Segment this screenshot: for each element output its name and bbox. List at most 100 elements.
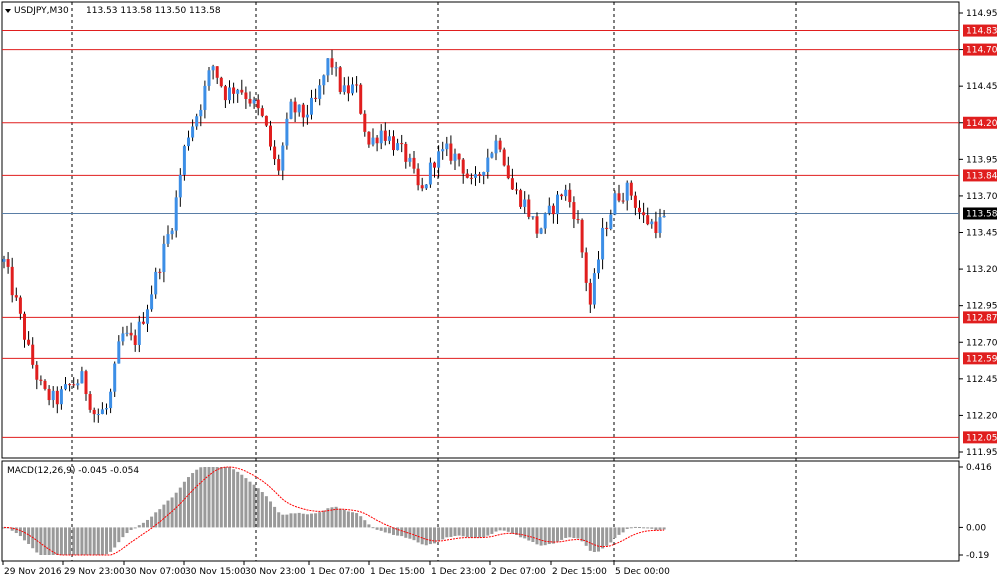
macd-histogram-bar [18,527,22,537]
candle-body [133,335,137,345]
candle-body [531,216,535,218]
macd-histogram-bar [572,527,576,539]
candle-body [351,84,354,94]
macd-histogram-bar [330,507,334,528]
candle-body [621,200,625,202]
time-tick-label: 1 Dec 23:00 [431,567,486,577]
macd-histogram-bar [51,527,55,555]
price-level-badge [963,24,997,37]
candle-body [543,213,547,229]
candle-body [31,344,35,365]
macd-histogram-bar [613,527,617,538]
macd-histogram-bar [609,527,613,543]
candle-body [285,118,289,146]
candle-body [289,101,293,119]
macd-histogram-bar [59,527,63,555]
macd-histogram-bar [178,487,182,528]
candle-body [137,321,141,345]
macd-histogram-bar [150,516,154,528]
macd-histogram-bar [404,527,408,538]
candle-body [482,171,486,176]
macd-histogram-bar [519,527,523,538]
candle-body [6,259,10,267]
current-price-badge [963,207,997,220]
macd-histogram-bar [203,467,207,528]
candle-body [105,408,108,410]
macd-histogram-bar [96,527,100,555]
candle-body [228,87,231,101]
macd-signal-line [3,466,665,556]
macd-histogram-bar [387,527,391,534]
macd-histogram-bar [162,504,166,528]
candle-body [59,389,63,405]
candle-body [469,177,473,179]
macd-histogram-bar [453,527,457,536]
candle-body [379,130,383,144]
macd-histogram-bar [277,512,281,528]
price-level-badge [963,116,997,129]
macd-histogram-bar [396,527,400,536]
candle-body [568,189,572,203]
macd-histogram-bar [568,527,572,538]
candle-body [441,149,445,152]
candle-body [625,182,629,201]
candle-body [367,131,371,145]
macd-histogram-bar [506,527,510,532]
candle-body [416,168,420,186]
candle-body [428,162,432,185]
chart-menu-triangle-icon[interactable] [5,9,11,13]
candle-body [408,157,412,162]
symbol-timeframe: USDJPY,M30 [14,6,69,16]
macd-histogram-bar [154,512,158,528]
candle-body [576,219,580,221]
macd-histogram-bar [109,527,113,552]
macd-histogram-bar [68,527,72,555]
candle-body [174,197,178,231]
candle-body [146,309,149,324]
candle-body [76,383,80,386]
candle-body [556,194,559,215]
macd-histogram-bar [113,527,117,548]
macd-histogram-bar [334,506,338,528]
macd-histogram-bar [2,527,6,529]
price-tick-label: 111.95 [966,448,998,458]
candle-body [158,271,162,273]
macd-histogram-bar [310,513,313,528]
candle-body [109,391,113,409]
macd-histogram-bar [359,516,363,528]
macd-histogram-bar [191,473,195,528]
candle-body [445,143,449,150]
candle-body [437,151,441,168]
macd-axis: 0.416 0.00 -0.19 [959,463,992,561]
price-tick-label: 114.95 [966,9,998,19]
price-tick-label: 113.45 [966,229,998,239]
candle-body [662,215,666,218]
time-tick-label: 5 Dec 00:00 [615,567,670,577]
macd-histogram-bar [371,527,375,529]
candle-body [125,332,129,334]
candle-body [182,146,186,175]
macd-histogram-bar [355,513,359,528]
macd-histogram-bar [289,513,293,528]
macd-histogram-bar [342,509,346,528]
candle-body [326,58,330,76]
macd-histogram-bar [207,467,211,528]
candle-body [27,339,31,345]
candle-body [588,282,592,305]
candle-body [510,178,514,190]
time-tick-label: 2 Dec 15:00 [552,567,607,577]
candle-body [191,126,195,138]
candle-body [96,414,100,416]
candle-body [478,174,482,176]
price-tick-label: 113.20 [966,265,998,275]
macd-histogram-bar [105,527,108,555]
macd-histogram-bar [236,471,240,528]
macd-histogram-bar [638,527,641,529]
macd-histogram-bar [318,512,322,528]
macd-histogram-bar [338,508,342,528]
macd-tick-label: 0.00 [966,523,986,533]
macd-histogram-bar [617,527,621,535]
macd-histogram-bar [158,509,162,528]
macd-histogram-bar [146,519,149,528]
